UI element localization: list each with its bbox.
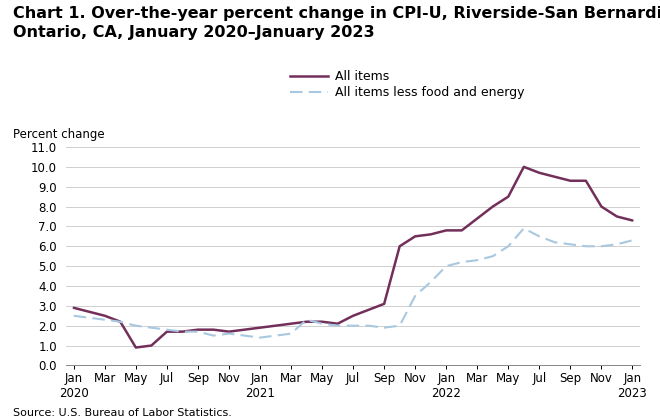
Text: Chart 1. Over-the-year percent change in CPI-U, Riverside-San Bernardino-
Ontari: Chart 1. Over-the-year percent change in… bbox=[13, 6, 660, 40]
All items bbox=[163, 329, 171, 334]
Legend: All items, All items less food and energy: All items, All items less food and energ… bbox=[290, 70, 525, 100]
All items bbox=[566, 178, 574, 183]
Text: Percent change: Percent change bbox=[13, 128, 105, 141]
All items less food and energy bbox=[582, 244, 590, 249]
All items bbox=[256, 325, 264, 330]
All items less food and energy bbox=[613, 242, 621, 247]
All items bbox=[551, 174, 559, 179]
All items bbox=[101, 313, 109, 318]
All items less food and energy bbox=[333, 323, 341, 328]
All items bbox=[271, 323, 279, 328]
All items bbox=[333, 321, 341, 326]
All items bbox=[240, 327, 248, 332]
All items less food and energy bbox=[551, 240, 559, 245]
All items bbox=[597, 204, 605, 209]
All items bbox=[209, 327, 217, 332]
Line: All items less food and energy: All items less food and energy bbox=[74, 228, 632, 338]
All items less food and energy bbox=[302, 317, 310, 322]
All items less food and energy bbox=[147, 325, 155, 330]
All items less food and energy bbox=[442, 264, 450, 269]
All items less food and energy bbox=[116, 319, 124, 324]
All items less food and energy bbox=[271, 333, 279, 338]
All items bbox=[442, 228, 450, 233]
All items bbox=[535, 170, 543, 175]
All items less food and energy bbox=[427, 279, 435, 284]
Text: Source: U.S. Bureau of Labor Statistics.: Source: U.S. Bureau of Labor Statistics. bbox=[13, 408, 232, 418]
All items bbox=[194, 327, 202, 332]
All items bbox=[473, 216, 481, 221]
All items less food and energy bbox=[178, 329, 186, 334]
All items less food and energy bbox=[473, 257, 481, 262]
All items bbox=[365, 307, 373, 312]
All items less food and energy bbox=[535, 234, 543, 239]
All items less food and energy bbox=[411, 294, 419, 299]
All items bbox=[147, 343, 155, 348]
All items bbox=[520, 164, 528, 169]
All items bbox=[349, 313, 357, 318]
All items bbox=[411, 234, 419, 239]
All items less food and energy bbox=[396, 323, 404, 328]
All items bbox=[225, 329, 233, 334]
All items less food and energy bbox=[225, 331, 233, 336]
All items bbox=[380, 301, 388, 306]
All items less food and energy bbox=[489, 254, 497, 259]
All items less food and energy bbox=[70, 313, 78, 318]
All items less food and energy bbox=[163, 327, 171, 332]
All items less food and energy bbox=[458, 260, 466, 265]
All items less food and energy bbox=[365, 323, 373, 328]
All items bbox=[116, 319, 124, 324]
All items less food and energy bbox=[209, 333, 217, 338]
All items bbox=[302, 319, 310, 324]
All items less food and energy bbox=[101, 317, 109, 322]
All items bbox=[427, 232, 435, 237]
All items less food and energy bbox=[520, 226, 528, 231]
All items less food and energy bbox=[349, 323, 357, 328]
All items bbox=[613, 214, 621, 219]
All items bbox=[458, 228, 466, 233]
All items less food and energy bbox=[504, 244, 512, 249]
All items bbox=[582, 178, 590, 183]
All items bbox=[287, 321, 295, 326]
All items less food and energy bbox=[132, 323, 140, 328]
All items less food and energy bbox=[380, 325, 388, 330]
All items less food and energy bbox=[256, 335, 264, 340]
All items bbox=[85, 309, 93, 314]
All items bbox=[396, 244, 404, 249]
All items less food and energy bbox=[85, 315, 93, 320]
All items bbox=[70, 305, 78, 310]
All items less food and energy bbox=[628, 238, 636, 243]
All items bbox=[504, 194, 512, 199]
All items less food and energy bbox=[287, 331, 295, 336]
All items bbox=[489, 204, 497, 209]
All items less food and energy bbox=[597, 244, 605, 249]
All items less food and energy bbox=[318, 321, 326, 326]
All items less food and energy bbox=[566, 242, 574, 247]
Line: All items: All items bbox=[74, 167, 632, 347]
All items bbox=[178, 329, 186, 334]
All items bbox=[318, 319, 326, 324]
All items less food and energy bbox=[240, 333, 248, 338]
All items bbox=[132, 345, 140, 350]
All items bbox=[628, 218, 636, 223]
All items less food and energy bbox=[194, 329, 202, 334]
